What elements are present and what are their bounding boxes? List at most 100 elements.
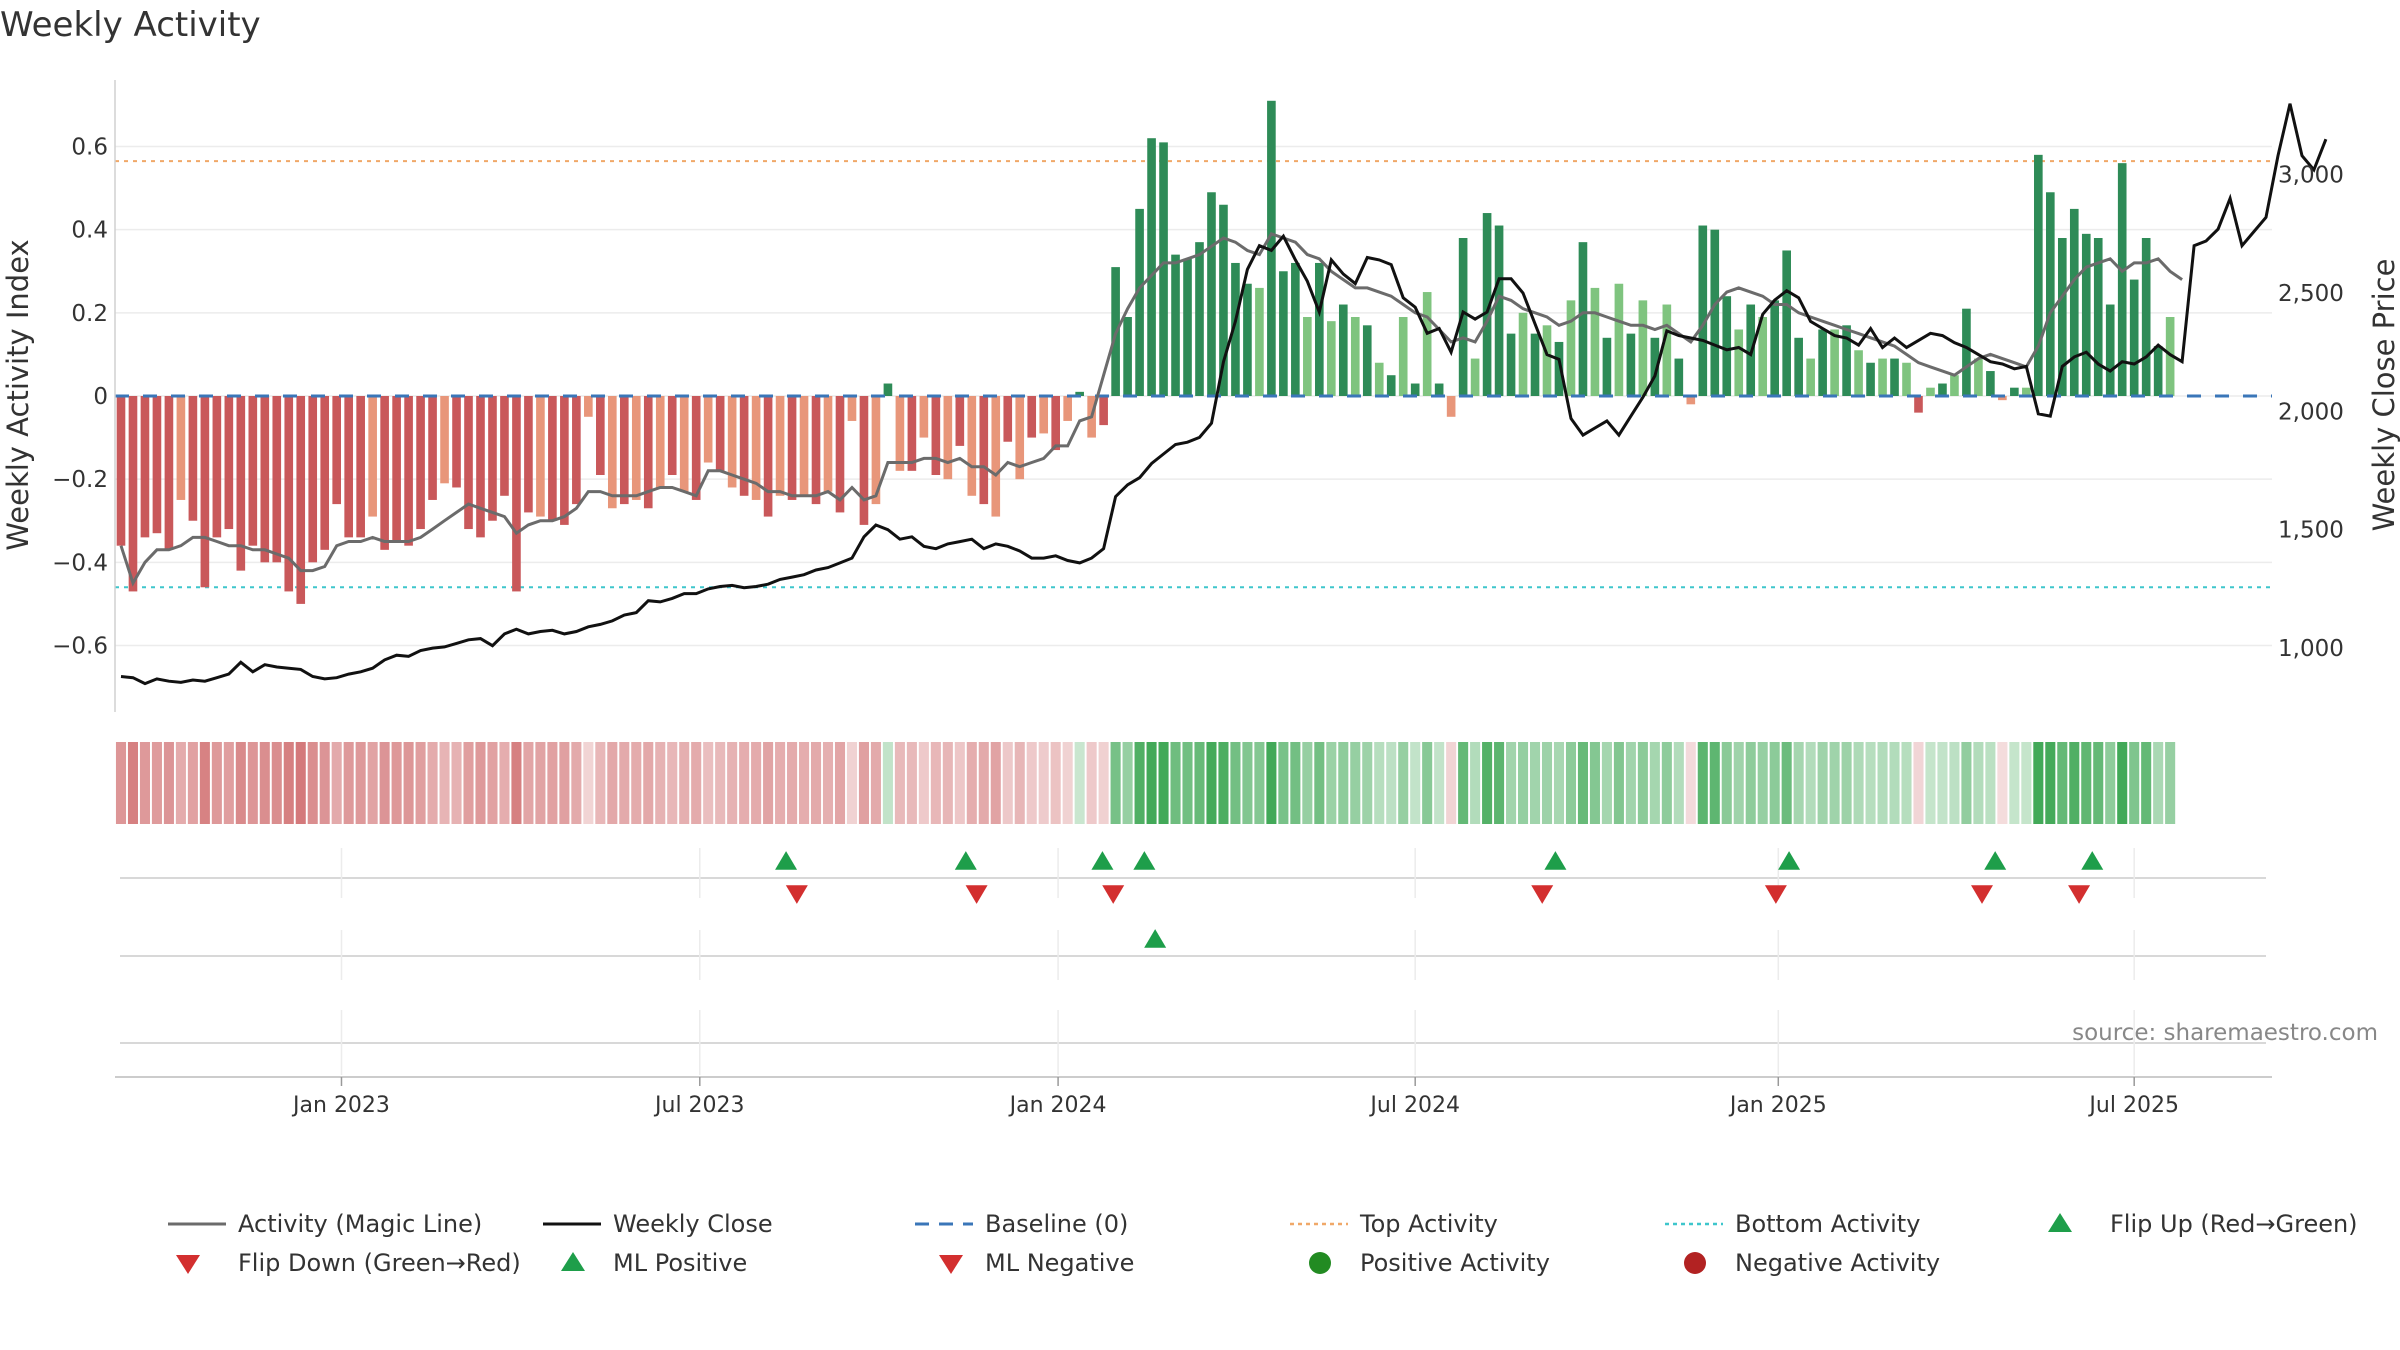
activity-bar [1638, 300, 1648, 396]
activity-strip-cell [1673, 742, 1684, 824]
activity-strip-cell [810, 742, 822, 824]
activity-strip-cell [1506, 742, 1517, 824]
activity-bar [176, 396, 186, 500]
activity-strip-cell [1649, 742, 1660, 824]
activity-strip-cell [894, 742, 905, 824]
activity-strip-cell [1386, 742, 1397, 824]
activity-strip-cell [271, 742, 282, 824]
y-right-tick-label: 1,500 [2278, 518, 2344, 544]
activity-bar [1710, 229, 1720, 396]
legend-positive-swatch [1309, 1252, 1331, 1274]
activity-bar [500, 396, 509, 496]
activity-bar [140, 396, 150, 538]
activity-strip-cell [187, 742, 198, 824]
activity-bar [548, 396, 557, 521]
legend: Activity (Magic Line) Weekly Close Baselin… [168, 1210, 2358, 1277]
flip-up-marker [1778, 851, 1801, 870]
activity-strip-cell [966, 742, 977, 824]
activity-bar [260, 396, 270, 563]
activity-bar [1950, 375, 1959, 396]
activity-bars [116, 100, 2175, 604]
activity-bar [607, 396, 617, 509]
activity-strip-cell [2033, 742, 2044, 824]
y-left-tick-label: −0.2 [52, 467, 108, 493]
activity-strip-cell [1134, 742, 1145, 824]
activity-strip-cell [523, 742, 534, 824]
activity-strip-cell [571, 742, 582, 824]
y-right-tick-label: 3,000 [2278, 163, 2344, 189]
activity-strip-cell [1158, 742, 1169, 824]
activity-bar [1075, 391, 1084, 396]
activity-strip-cell [499, 742, 510, 824]
activity-strip-cell [751, 742, 762, 824]
activity-strip-cell [1733, 742, 1744, 824]
activity-strip-cell [1745, 742, 1756, 824]
activity-bar [116, 396, 126, 546]
legend-label: Bottom Activity [1735, 1210, 1920, 1238]
activity-strip-cell [727, 742, 738, 824]
activity-strip-cell [2009, 742, 2020, 824]
y-axis-left-label: Weekly Activity Index [1, 239, 35, 550]
activity-strip-cell [1014, 742, 1025, 824]
y-right-tick-label: 2,000 [2278, 399, 2344, 425]
activity-strip-cell [235, 742, 246, 824]
activity-bar [308, 396, 318, 563]
activity-bar [1578, 242, 1588, 396]
activity-bar [1974, 358, 1983, 396]
flip-down-marker [1531, 885, 1554, 904]
activity-bar [2081, 233, 2091, 396]
activity-bar [715, 396, 725, 471]
activity-strip-cell [307, 742, 318, 824]
activity-bar [2093, 238, 2103, 396]
legend-label: ML Positive [613, 1249, 747, 1277]
activity-strip-cell [1458, 742, 1469, 824]
activity-bar [1482, 213, 1492, 396]
activity-bar [1758, 317, 1768, 396]
activity-strip-cell [1757, 742, 1768, 824]
activity-bar [1350, 317, 1360, 396]
activity-bar [512, 396, 521, 592]
activity-bar [991, 396, 1001, 517]
activity-strip-cell [1841, 742, 1852, 824]
activity-bar [1219, 204, 1228, 396]
activity-strip-cell [535, 742, 546, 824]
activity-strip-cell [1685, 742, 1696, 824]
legend-flip-up-swatch [2048, 1213, 2072, 1232]
activity-strip-cell [1434, 742, 1445, 824]
activity-bar [1315, 262, 1324, 396]
activity-strip-cell [1050, 742, 1061, 824]
activity-bar [1830, 329, 1839, 396]
activity-strip-cell [427, 742, 438, 824]
activity-bar [847, 396, 857, 421]
legend-negative-swatch [1684, 1252, 1706, 1274]
y-right-tick-label: 1,000 [2278, 636, 2344, 662]
activity-strip-cell [1961, 742, 1972, 824]
activity-strip-cell [1985, 742, 1996, 824]
activity-bar [440, 396, 449, 484]
activity-strip-cell [1446, 742, 1457, 824]
activity-strip-cell [1242, 742, 1253, 824]
activity-strip-cell [1026, 742, 1037, 824]
activity-bar [1470, 358, 1480, 396]
x-tick-label: Jan 2023 [291, 1093, 390, 1118]
activity-strip-cell [858, 742, 869, 824]
activity-strip-cell [1709, 742, 1720, 824]
activity-strip-cell [487, 742, 498, 824]
legend-label: Positive Activity [1360, 1249, 1550, 1277]
activity-bar [655, 396, 665, 488]
activity-strip-cell [655, 742, 666, 824]
activity-strip-cell [319, 742, 330, 824]
x-tick-label: Jul 2024 [1368, 1093, 1460, 1118]
activity-strip-cell [2105, 742, 2116, 824]
activity-bar [2165, 317, 2175, 396]
activity-bar [368, 396, 377, 517]
activity-bar [488, 396, 497, 521]
activity-strip-cell [631, 742, 642, 824]
activity-bar [931, 396, 941, 475]
activity-strip-cell [679, 742, 690, 824]
activity-bar [787, 396, 797, 500]
activity-strip-cell [1002, 742, 1013, 824]
activity-bar [1326, 321, 1336, 396]
activity-strip-cell [2057, 742, 2068, 824]
